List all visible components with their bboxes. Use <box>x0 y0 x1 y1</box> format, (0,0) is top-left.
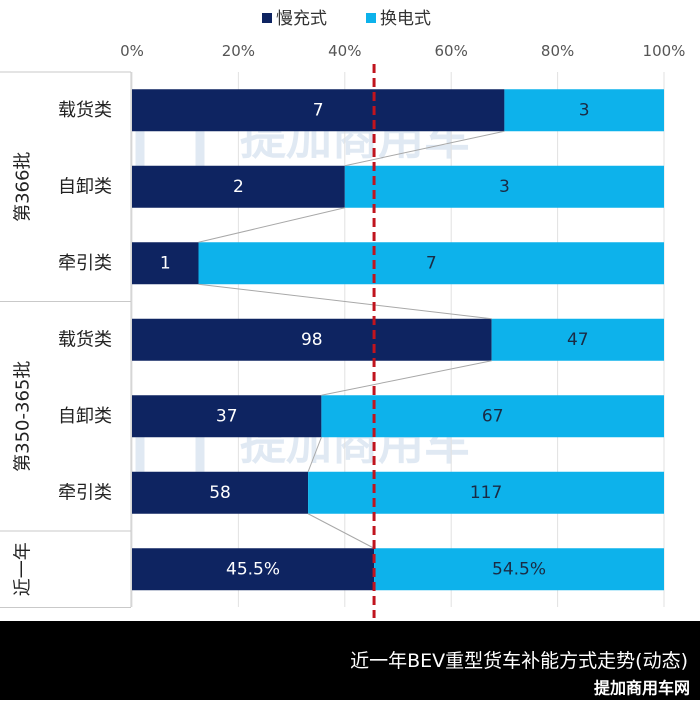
data-label-swap: 47 <box>567 330 589 350</box>
bar-slow <box>132 165 345 208</box>
bar-slow <box>132 471 309 514</box>
bar-swap <box>344 165 664 208</box>
series-connector-line <box>321 360 492 396</box>
bar-slow <box>132 548 375 591</box>
data-label-swap: 67 <box>482 406 504 426</box>
footer-brand: 提加商用车网 <box>594 679 690 698</box>
group-label: 近一年 <box>13 542 34 596</box>
bar-slow <box>132 395 322 438</box>
data-label-swap: 3 <box>579 100 590 120</box>
group-label: 第366批 <box>13 152 34 222</box>
category-label: 牵引类 <box>58 482 112 503</box>
category-label: 自卸类 <box>58 176 112 197</box>
data-label-swap: 117 <box>470 483 502 503</box>
bar-swap <box>308 471 664 514</box>
footer-caption: 近一年BEV重型货车补能方式走势(动态) <box>350 650 688 672</box>
data-label-slow: 1 <box>160 253 171 273</box>
data-label-swap: 7 <box>426 253 437 273</box>
group-label: 第350-365批 <box>13 361 34 472</box>
x-tick-label: 20% <box>222 42 255 60</box>
legend-label: 换电式 <box>380 9 431 29</box>
bar-swap <box>504 89 664 132</box>
series-connector-line <box>198 283 492 320</box>
data-label-slow: 37 <box>216 406 238 426</box>
legend-swatch <box>262 13 272 23</box>
legend: 慢充式 换电式 <box>262 8 431 29</box>
category-label: 牵引类 <box>58 253 112 274</box>
data-label-slow: 45.5% <box>226 559 280 579</box>
data-label-slow: 2 <box>233 177 244 197</box>
data-label-slow: 58 <box>209 483 231 503</box>
legend-swatch <box>366 13 376 23</box>
series-connector-line <box>344 130 505 167</box>
bar-slow <box>132 318 492 361</box>
category-label: 载货类 <box>58 329 112 350</box>
bar-swap <box>491 318 664 361</box>
x-tick-label: 60% <box>435 42 468 60</box>
x-tick-label: 40% <box>328 42 361 60</box>
data-label-swap: 3 <box>499 177 510 197</box>
series-connector-line <box>307 437 322 472</box>
bar-slow <box>132 89 505 132</box>
data-label-swap: 54.5% <box>492 559 546 579</box>
bar-swap <box>321 395 664 438</box>
category-label: 自卸类 <box>58 406 112 427</box>
data-label-slow: 7 <box>313 100 324 120</box>
legend-label: 慢充式 <box>276 8 327 29</box>
x-tick-label: 100% <box>643 42 686 60</box>
x-tick-label: 0% <box>120 42 144 60</box>
series-connector-line <box>198 207 345 243</box>
bar-slow <box>132 242 199 285</box>
data-label-slow: 98 <box>301 330 323 350</box>
series-connector-line <box>307 513 375 549</box>
bar-swap <box>374 548 664 591</box>
category-label: 载货类 <box>58 100 112 121</box>
footer-band <box>0 621 700 700</box>
bar-swap <box>198 242 664 285</box>
x-tick-label: 80% <box>541 42 574 60</box>
